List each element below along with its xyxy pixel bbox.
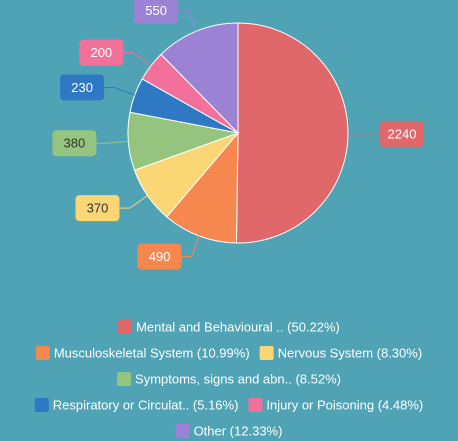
legend-swatch (175, 424, 190, 438)
data-label: 550 (145, 3, 167, 18)
label-line (119, 195, 148, 209)
label-line (181, 235, 200, 258)
label-box (52, 130, 97, 157)
data-label: 490 (149, 249, 171, 264)
label-line (123, 52, 152, 67)
label-box (379, 120, 424, 147)
legend-label: Musculoskeletal System (10.99%) (54, 345, 250, 360)
label-line (104, 86, 135, 96)
legend-swatch (259, 346, 274, 360)
legend-swatch (34, 398, 49, 412)
legend-label: Mental and Behavioural .. (50.22%) (136, 319, 340, 334)
legend-swatch (117, 372, 132, 386)
legend-swatch (248, 398, 263, 412)
data-label: 2240 (388, 126, 417, 141)
legend-label: Other (12.33%) (194, 423, 283, 438)
legend-swatch (118, 320, 133, 334)
legend-label: Injury or Poisoning (4.48%) (266, 397, 423, 412)
label-box (134, 0, 179, 24)
label-box (60, 74, 105, 101)
label-box (75, 195, 120, 222)
label-box (79, 39, 124, 66)
legend-swatch (35, 346, 50, 360)
legend-label: Nervous System (8.30%) (278, 345, 423, 360)
data-label: 230 (71, 80, 93, 95)
data-label: 200 (90, 45, 112, 60)
pie-slice (166, 131, 239, 244)
label-box (137, 243, 182, 270)
label-line (178, 10, 197, 32)
legend-label: Symptoms, signs and abn.. (8.52%) (135, 371, 341, 386)
legend-label: Respiratory or Circulat.. (5.16%) (53, 397, 239, 412)
label-line (96, 141, 129, 144)
data-label: 380 (64, 136, 86, 151)
data-label: 370 (87, 201, 109, 216)
